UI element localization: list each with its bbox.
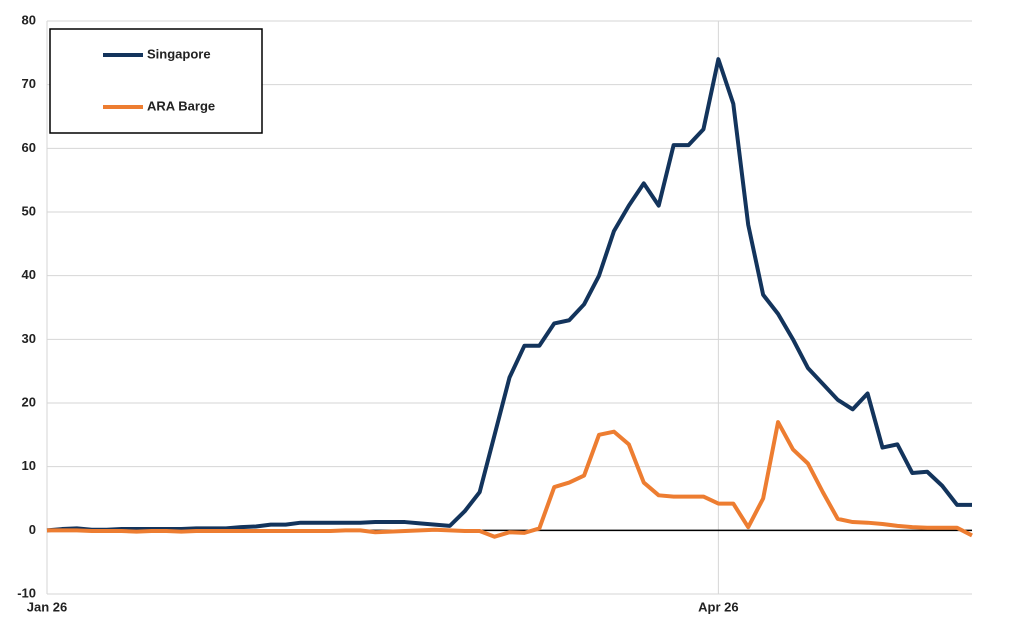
x-tick-label: Jan 26 — [27, 599, 67, 614]
y-tick-label: 0 — [29, 522, 36, 537]
y-tick-label: 10 — [22, 458, 36, 473]
series-line — [46, 57, 972, 533]
y-tick-label: 80 — [22, 12, 36, 27]
x-tick-label: Apr 26 — [698, 599, 738, 614]
y-tick-label: 40 — [22, 267, 36, 282]
y-tick-label: 60 — [22, 140, 36, 155]
y-tick-label: -10 — [17, 585, 36, 600]
y-tick-label: 70 — [22, 76, 36, 91]
y-tick-label: 20 — [22, 394, 36, 409]
legend-label: Singapore — [147, 46, 211, 61]
y-tick-label: 50 — [22, 203, 36, 218]
series-line — [47, 420, 973, 539]
legend-label: ARA Barge — [147, 98, 215, 113]
legend-box — [49, 28, 263, 134]
y-tick-label: 30 — [22, 331, 36, 346]
